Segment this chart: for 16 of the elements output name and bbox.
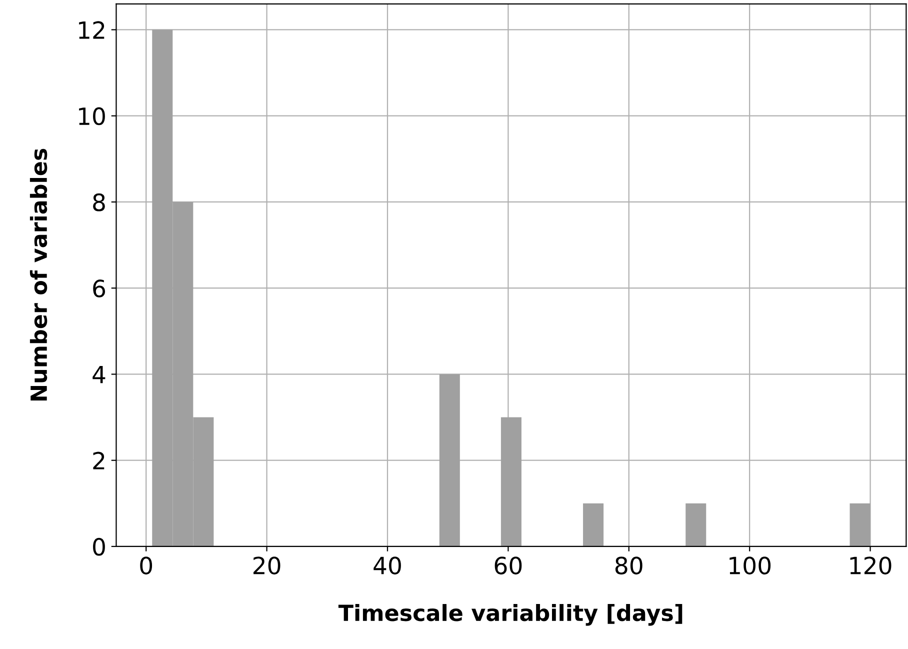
y-tick-label: 6 <box>93 280 106 298</box>
x-tick-label: 80 <box>615 556 642 574</box>
x-axis-title: Timescale variability [days] <box>338 604 682 626</box>
y-tick-label: 2 <box>93 452 104 470</box>
x-tick-label: 20 <box>254 556 280 574</box>
y-tick-label: 4 <box>92 366 106 384</box>
y-tick-label: 10 <box>79 107 105 126</box>
x-tick-label: 100 <box>730 556 771 574</box>
y-axis-title: Number of variables <box>30 148 48 401</box>
y-tick-label: 8 <box>93 193 105 212</box>
y-tick-label: 12 <box>79 21 104 39</box>
x-tick-label: 60 <box>494 556 522 574</box>
x-tick-label: 0 <box>140 556 152 574</box>
x-tick-label: 40 <box>374 556 401 574</box>
x-tick-label: 120 <box>850 556 892 574</box>
y-tick-label: 0 <box>93 538 105 556</box>
